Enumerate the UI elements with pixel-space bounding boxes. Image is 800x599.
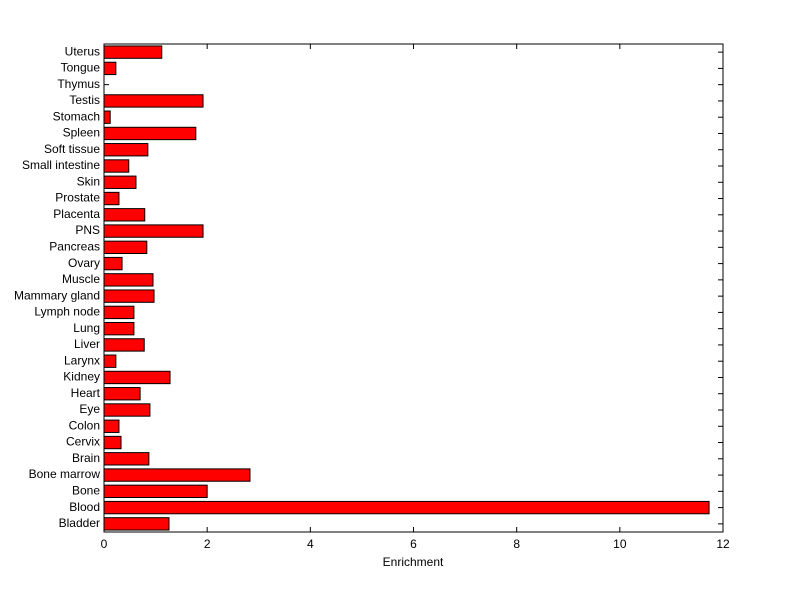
y-tick-label: Placenta — [53, 207, 100, 221]
y-tick-label: Kidney — [63, 370, 100, 384]
bar — [103, 517, 170, 531]
bar — [103, 224, 204, 238]
y-tick-label: Uterus — [65, 44, 100, 58]
bar — [103, 305, 135, 320]
bar — [103, 191, 120, 206]
y-tick-label: Blood — [69, 500, 100, 514]
x-axis-label: Enrichment — [383, 555, 444, 569]
y-tick-label: Bone marrow — [29, 467, 101, 481]
bar — [103, 435, 122, 450]
bar — [103, 94, 204, 108]
y-tick-label: Mammary gland — [14, 288, 100, 302]
y-tick-label: PNS — [75, 223, 100, 237]
y-tick-label: Stomach — [53, 109, 100, 123]
bar — [103, 208, 146, 222]
y-tick-label: Skin — [77, 174, 100, 188]
bar — [103, 387, 141, 401]
y-tick-label: Muscle — [62, 272, 100, 286]
bar — [103, 419, 120, 433]
bar — [103, 61, 117, 76]
x-tick-label: 6 — [410, 537, 417, 551]
y-tick-label: Heart — [71, 386, 101, 400]
y-tick-label: Lymph node — [34, 305, 100, 319]
y-tick-label: Cervix — [66, 435, 100, 449]
bar — [103, 370, 171, 385]
y-tick-label: Small intestine — [22, 158, 100, 172]
y-tick-label: Eye — [79, 402, 100, 416]
y-tick-label: Bladder — [59, 516, 100, 530]
x-tick-label: 4 — [307, 537, 314, 551]
y-tick-label: Bone — [72, 484, 100, 498]
bar — [103, 159, 130, 173]
bar — [103, 110, 111, 124]
bar — [103, 289, 155, 303]
bar — [103, 321, 135, 336]
x-tick-label: 10 — [613, 537, 627, 551]
bar — [103, 240, 148, 255]
bar — [103, 500, 710, 515]
y-tick-label: Soft tissue — [44, 142, 100, 156]
y-tick-label: Lung — [73, 321, 100, 335]
bar — [103, 143, 149, 157]
bar — [103, 403, 151, 417]
y-tick-label: Pancreas — [49, 240, 100, 254]
y-tick-label: Testis — [69, 93, 100, 107]
bar — [103, 256, 123, 271]
bar — [103, 452, 150, 466]
x-tick-label: 8 — [513, 537, 520, 551]
y-tick-label: Liver — [74, 337, 100, 351]
bar — [103, 45, 163, 59]
bar — [103, 354, 117, 368]
bar — [103, 468, 251, 482]
plot-area — [103, 43, 724, 533]
x-tick-label: 0 — [101, 537, 108, 551]
bar — [103, 175, 137, 189]
y-tick-label: Spleen — [63, 126, 100, 140]
y-tick-label: Tongue — [61, 61, 101, 75]
x-tick-label: 12 — [716, 537, 730, 551]
x-tick-label: 2 — [204, 537, 211, 551]
y-tick-label: Ovary — [68, 256, 100, 270]
y-tick-label: Larynx — [64, 353, 100, 367]
bar — [103, 484, 208, 499]
y-tick-label: Brain — [72, 451, 100, 465]
y-tick-label: Thymus — [57, 77, 100, 91]
y-tick-label: Colon — [69, 418, 100, 432]
y-tick-label: Prostate — [55, 191, 100, 205]
bar — [103, 338, 145, 352]
bar — [103, 126, 197, 141]
bar — [103, 273, 154, 287]
